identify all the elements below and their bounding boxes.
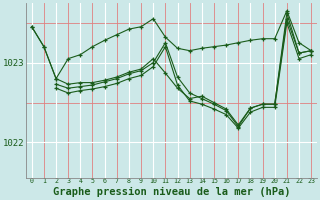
X-axis label: Graphe pression niveau de la mer (hPa): Graphe pression niveau de la mer (hPa) — [53, 187, 290, 197]
